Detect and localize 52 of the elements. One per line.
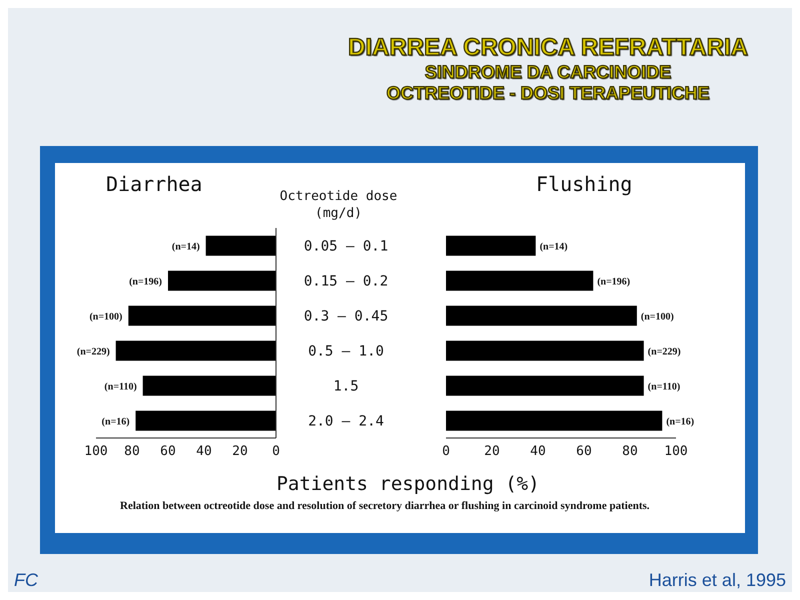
y-tick-label: 0.5 – 1.0 xyxy=(308,343,384,360)
bar xyxy=(116,340,276,361)
text: Harris et al, 1995 xyxy=(648,570,786,591)
annotation: (n=196) xyxy=(129,276,162,288)
y-tick-label: 0.15 – 0.2 xyxy=(304,273,388,290)
y-tick-label: 2.0 – 2.4 xyxy=(308,413,384,430)
text: Relation between octreotide dose and resolution of secretory diarrhea or flushing in carcinoid syndrome patients. xyxy=(119,500,651,512)
x-tick-label: 0 xyxy=(442,444,450,460)
annotation: (n=14) xyxy=(540,242,568,252)
annotation: (n=100) xyxy=(89,312,122,322)
y-axis-title: Octreotide dose (mg/d) xyxy=(278,188,398,222)
text: DIARREA CRONICA REFRATTARIA xyxy=(347,34,749,62)
bar xyxy=(168,270,276,291)
bar xyxy=(142,376,276,396)
annotation: (n=14) xyxy=(172,242,200,252)
x-tick-label: 20 xyxy=(232,444,248,460)
x-tick-label: 40 xyxy=(530,444,546,460)
x-axis-title: Patients responding (%) xyxy=(275,473,541,495)
bar xyxy=(446,270,594,291)
annotation: (n=100) xyxy=(640,312,674,322)
annotation: (n=110) xyxy=(648,382,680,392)
bar xyxy=(136,410,276,431)
x-tick-label: 0 xyxy=(272,444,280,460)
x-tick-label: 20 xyxy=(484,444,500,460)
bar xyxy=(446,410,662,431)
chart-title: Diarrhea xyxy=(106,172,202,196)
annotation: (n=16) xyxy=(102,416,130,428)
y-tick-label: 0.3 – 0.45 xyxy=(304,308,388,324)
text: FC xyxy=(14,570,38,591)
x-tick-label: 60 xyxy=(160,444,176,460)
annotation: (n=16) xyxy=(666,416,694,428)
x-tick-label: 80 xyxy=(622,444,638,460)
y-tick-label: 1.5 xyxy=(333,378,359,394)
text: SINDROME DA CARCINOIDE xyxy=(424,62,672,83)
annotation: (n=196) xyxy=(597,276,630,288)
annotation: (n=110) xyxy=(104,382,137,392)
bar xyxy=(446,306,637,326)
chart-title: Flushing xyxy=(536,172,632,196)
annotation: (n=229) xyxy=(648,346,681,358)
bar xyxy=(128,306,276,326)
x-tick-label: 80 xyxy=(124,444,140,460)
x-tick-label: 60 xyxy=(576,444,592,460)
y-tick-label: 0.05 – 0.1 xyxy=(304,238,388,254)
bar xyxy=(446,340,644,361)
x-tick-label: 100 xyxy=(664,444,688,460)
x-tick-label: 100 xyxy=(84,444,108,460)
annotation: (n=229) xyxy=(76,346,110,358)
bar xyxy=(446,376,644,396)
bar xyxy=(446,236,536,256)
x-tick-label: 40 xyxy=(196,444,212,460)
bar xyxy=(206,236,276,256)
text: OCTREOTIDE - DOSI TERAPEUTICHE xyxy=(385,83,710,104)
